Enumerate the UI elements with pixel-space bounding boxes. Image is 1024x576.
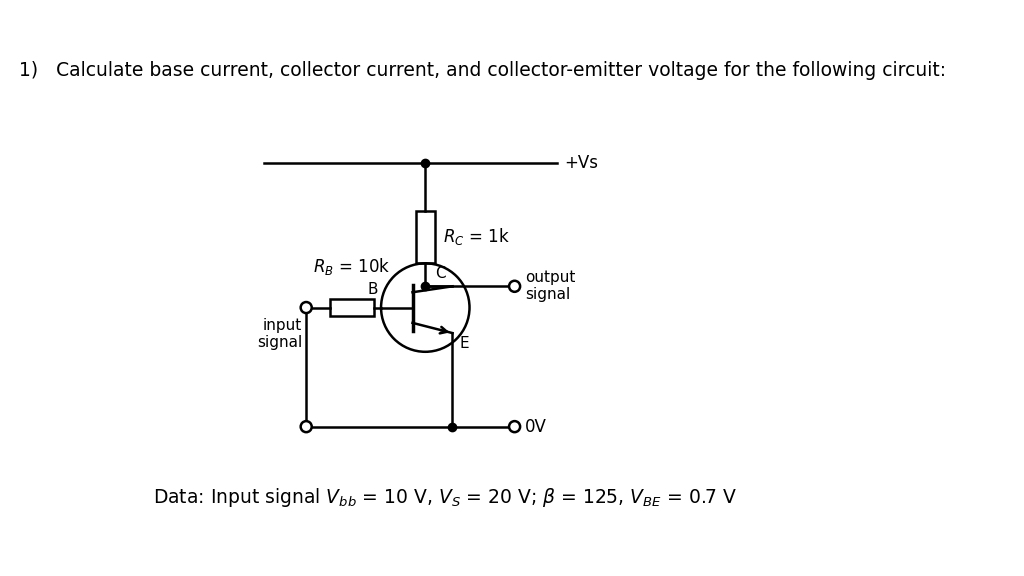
Circle shape <box>301 302 311 313</box>
Text: Data: Input signal $V_{bb}$ = 10 V, $V_S$ = 20 V; $\beta$ = 125, $V_{BE}$ = 0.7 : Data: Input signal $V_{bb}$ = 10 V, $V_S… <box>154 486 737 509</box>
Text: E: E <box>460 336 469 351</box>
Circle shape <box>509 421 520 432</box>
Text: +Vs: +Vs <box>564 154 598 172</box>
Circle shape <box>301 421 311 432</box>
Bar <box>330 298 374 316</box>
Bar <box>416 211 434 263</box>
Text: output
signal: output signal <box>524 270 575 302</box>
Text: input
signal: input signal <box>257 318 302 350</box>
Text: B: B <box>368 282 378 297</box>
Text: $R_C$ = 1k: $R_C$ = 1k <box>443 226 510 248</box>
Circle shape <box>509 281 520 292</box>
Text: 1)   Calculate base current, collector current, and collector-emitter voltage fo: 1) Calculate base current, collector cur… <box>18 61 946 80</box>
Text: $R_B$ = 10k: $R_B$ = 10k <box>313 256 391 277</box>
Text: 0V: 0V <box>524 418 547 435</box>
Text: C: C <box>435 266 446 281</box>
